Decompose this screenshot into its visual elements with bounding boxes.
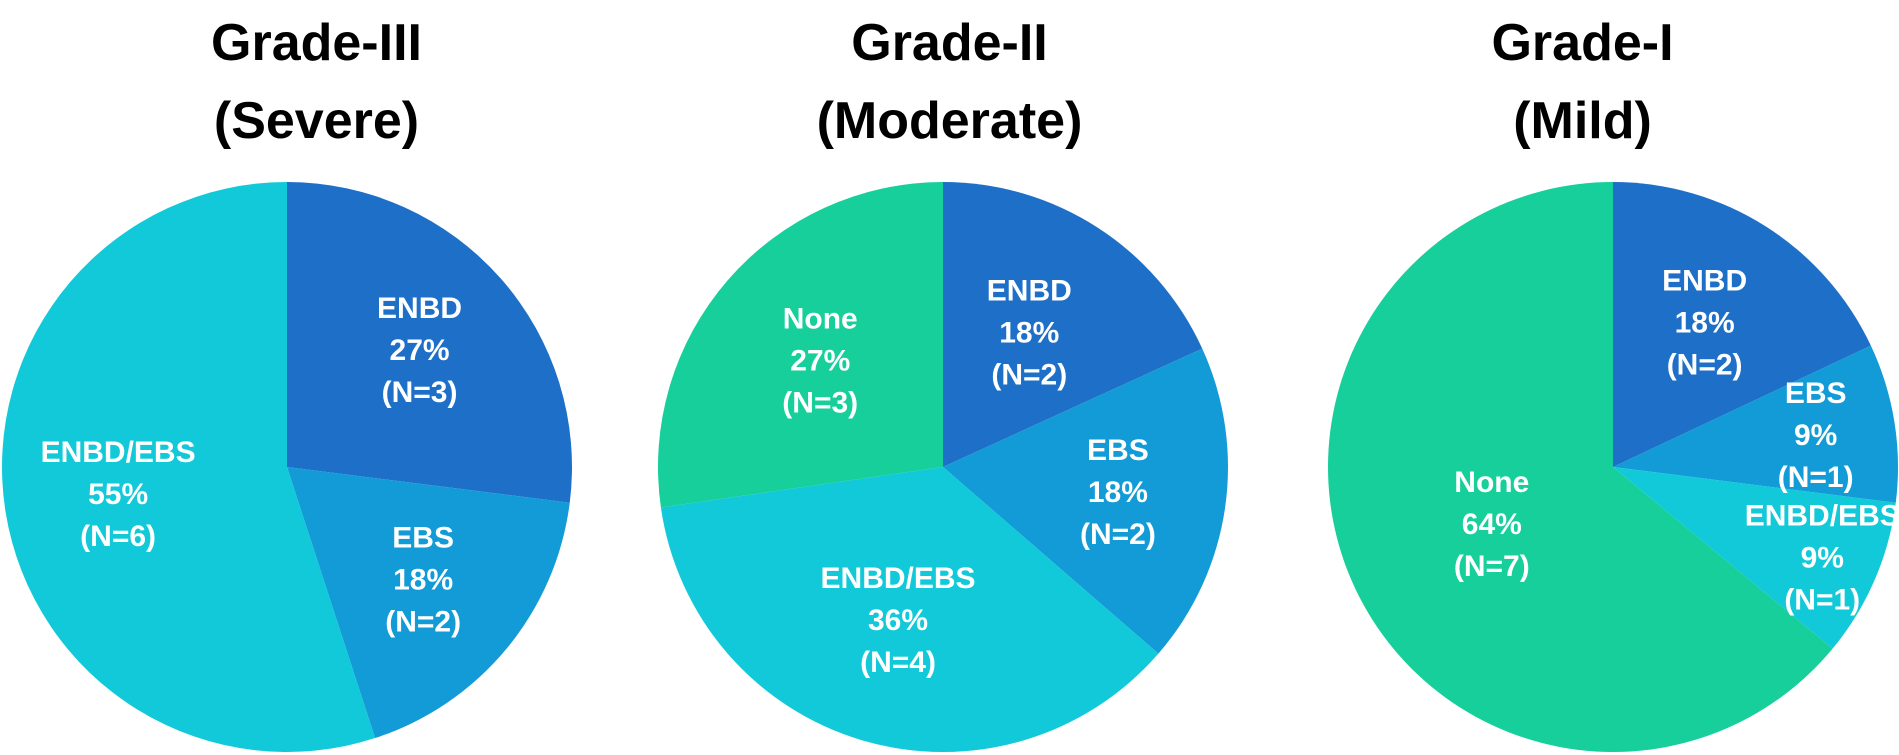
slice-category-label: ENBD/EBS [821,562,976,595]
slice-count-label: (N=2) [991,359,1067,392]
chart-title-line-2: (Mild) [1513,92,1652,150]
slice-count-label: (N=2) [385,606,461,639]
slice-category-label: ENBD [987,275,1072,308]
chart-title: Grade-III (Severe) [0,4,633,160]
slice-label-ebs: EBS 18% (N=2) [385,522,461,639]
slice-count-label: (N=1) [1784,584,1860,617]
chart-title-line-1: Grade-III [211,14,422,72]
pie-panel-grade-ii: Grade-II (Moderate) ENBD 18% (N=2) EBS 18% (N… [633,0,1266,755]
chart-title-line-2: (Moderate) [816,92,1083,150]
slice-category-label: ENBD [1662,265,1747,298]
slice-label-ebs: EBS 9% (N=1) [1778,377,1854,494]
slice-count-label: (N=7) [1454,550,1530,583]
slice-count-label: (N=6) [80,520,156,553]
slice-label-enbd-ebs: ENBD/EBS 36% (N=4) [821,562,976,679]
slice-percent-label: 27% [390,334,450,367]
slice-category-label: ENBD [377,292,462,325]
slice-count-label: (N=4) [860,646,936,679]
chart-title: Grade-II (Moderate) [633,4,1266,160]
pie-slice-none [658,182,943,508]
pie-panel-grade-i: Grade-I (Mild) ENBD 18% (N=2) EBS 9% (N=1) ENB… [1266,0,1899,755]
slice-category-label: EBS [1087,434,1149,467]
slice-percent-label: 18% [1088,476,1148,509]
slice-percent-label: 18% [1675,307,1735,340]
slice-label-enbd-ebs: ENBD/EBS 55% (N=6) [41,436,196,553]
slice-count-label: (N=2) [1667,349,1743,382]
pie-slice-none [1328,182,1833,752]
slice-label-enbd: ENBD 27% (N=3) [377,292,462,409]
slice-count-label: (N=3) [382,376,458,409]
pie-chart: ENBD 18% (N=2) EBS 9% (N=1) ENBD/EBS 9% (N=1) Non… [1328,182,1899,752]
slice-percent-label: 18% [393,564,453,597]
slice-label-none: None 27% (N=3) [782,303,858,420]
slice-label-enbd-ebs: ENBD/EBS 9% (N=1) [1745,500,1899,617]
pie-slice-enbd-ebs [660,467,1159,752]
pie-slice-enbd [1613,182,1871,467]
chart-title-line-1: Grade-I [1491,14,1674,72]
slice-category-label: ENBD/EBS [41,436,196,469]
pie-slice-ebs [287,467,570,739]
slice-category-label: None [783,303,858,336]
slice-label-enbd: ENBD 18% (N=2) [987,275,1072,392]
slice-percent-label: 9% [1794,419,1837,452]
chart-title-line-2: (Severe) [213,92,420,150]
slice-category-label: EBS [392,522,454,555]
slice-count-label: (N=2) [1080,518,1156,551]
chart-title: Grade-I (Mild) [1266,4,1899,160]
slice-percent-label: 55% [88,478,148,511]
slice-percent-label: 27% [790,345,850,378]
pie-slice-enbd [943,182,1203,467]
slice-label-none: None 64% (N=7) [1454,466,1530,583]
pie-panel-grade-iii: Grade-III (Severe) ENBD 27% (N=3) EBS 18% (N=… [0,0,633,755]
slice-percent-label: 9% [1801,542,1844,575]
pie-slice-enbd-ebs [1,182,376,753]
slice-category-label: None [1454,466,1529,499]
slice-percent-label: 18% [999,317,1059,350]
slice-category-label: EBS [1785,377,1847,410]
slice-count-label: (N=3) [782,387,858,420]
chart-title-line-1: Grade-II [851,14,1048,72]
pie-chart: ENBD 18% (N=2) EBS 18% (N=2) ENBD/EBS 36% (N=4) N… [658,182,1228,752]
pie-slice-ebs [1613,345,1898,503]
pie-slice-enbd-ebs [1613,467,1896,649]
pie-chart: ENBD 27% (N=3) EBS 18% (N=2) ENBD/EBS 55% (N=6) [1,182,572,753]
slice-percent-label: 64% [1462,508,1522,541]
pie-slice-enbd [287,182,572,503]
pie-slice-ebs [943,348,1228,654]
slice-count-label: (N=1) [1778,461,1854,494]
slice-label-ebs: EBS 18% (N=2) [1080,434,1156,551]
slice-percent-label: 36% [868,604,928,637]
slice-category-label: ENBD/EBS [1745,500,1899,533]
slice-label-enbd: ENBD 18% (N=2) [1662,265,1747,382]
